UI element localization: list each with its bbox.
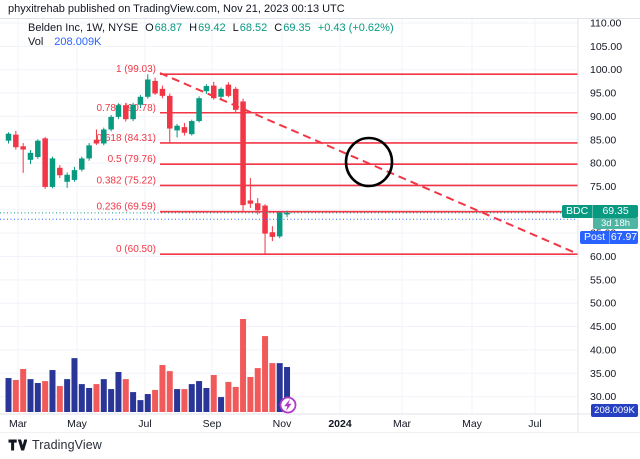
- svg-text:Nov: Nov: [273, 418, 292, 430]
- post-label: Post: [580, 231, 611, 244]
- svg-text:90.00: 90.00: [590, 111, 616, 123]
- chart-legend: Belden Inc, 1W, NYSE O68.87 H69.42 L68.5…: [28, 21, 394, 49]
- bar-countdown: 3d 18h: [593, 218, 638, 229]
- svg-text:Jul: Jul: [138, 418, 151, 430]
- svg-text:0 (60.50): 0 (60.50): [116, 244, 156, 255]
- symbol-row: Belden Inc, 1W, NYSE O68.87 H69.42 L68.5…: [28, 21, 394, 35]
- circle-drawing[interactable]: [344, 136, 394, 188]
- publish-flash-icon[interactable]: [279, 396, 297, 414]
- trendline-drawing[interactable]: [159, 72, 579, 255]
- tradingview-brand-text: TradingView: [32, 438, 102, 452]
- svg-text:0.5 (79.76): 0.5 (79.76): [108, 154, 156, 165]
- volume-series: [5, 318, 291, 412]
- volume-label[interactable]: Vol: [28, 36, 44, 48]
- svg-text:May: May: [67, 418, 88, 430]
- svg-text:0.382 (75.22): 0.382 (75.22): [97, 175, 157, 186]
- svg-text:105.00: 105.00: [590, 41, 622, 53]
- volume-axis-badge: 208.009K: [591, 404, 638, 417]
- svg-text:May: May: [462, 418, 483, 430]
- volume-value: 208.009K: [54, 36, 102, 48]
- time-axis-labels[interactable]: Mar May Jul Sep Nov 2024 Mar May Jul: [9, 418, 542, 430]
- tradingview-logo-icon: [8, 439, 27, 451]
- svg-text:0.618 (84.31): 0.618 (84.31): [97, 133, 157, 144]
- svg-text:35.00: 35.00: [590, 368, 616, 380]
- svg-text:1 (99.03): 1 (99.03): [116, 64, 156, 75]
- svg-text:Sep: Sep: [203, 418, 222, 430]
- svg-text:Mar: Mar: [393, 418, 412, 430]
- low-value: L68.52: [232, 22, 268, 34]
- svg-text:95.00: 95.00: [590, 88, 616, 100]
- svg-text:85.00: 85.00: [590, 134, 616, 146]
- svg-text:40.00: 40.00: [590, 344, 616, 356]
- attribution-text: phyxitrehab published on TradingView.com…: [8, 3, 345, 15]
- last-price-value: 69.35: [602, 205, 629, 217]
- tradingview-brand-link[interactable]: TradingView: [8, 438, 102, 452]
- svg-text:45.00: 45.00: [590, 321, 616, 333]
- gridlines: [0, 19, 578, 414]
- change-value: +0.43 (+0.62%): [317, 22, 394, 34]
- axis-borders: [0, 19, 640, 434]
- svg-text:100.00: 100.00: [590, 64, 622, 76]
- open-value: O68.87: [145, 22, 183, 34]
- publish-attribution-bar: phyxitrehab published on TradingView.com…: [0, 0, 640, 19]
- svg-text:110.00: 110.00: [590, 18, 621, 30]
- last-price-badge-main: BDC 69.35: [562, 205, 638, 218]
- svg-text:Jul: Jul: [528, 418, 541, 430]
- candlestick-series: [5, 74, 290, 254]
- close-value: C69.35: [274, 22, 311, 34]
- last-price-badge: BDC 69.35 3d 18h: [562, 205, 638, 229]
- svg-text:30.00: 30.00: [590, 391, 616, 403]
- svg-text:0.236 (69.59): 0.236 (69.59): [97, 202, 157, 213]
- post-market-badge: Post 67.97: [580, 231, 638, 244]
- svg-text:75.00: 75.00: [590, 181, 616, 193]
- volume-row: Vol 208.009K: [28, 35, 394, 49]
- ticker-label: BDC: [562, 205, 594, 218]
- svg-text:50.00: 50.00: [590, 298, 616, 310]
- svg-text:55.00: 55.00: [590, 274, 616, 286]
- svg-text:60.00: 60.00: [590, 251, 616, 263]
- high-value: H69.42: [189, 22, 226, 34]
- svg-text:80.00: 80.00: [590, 158, 616, 170]
- post-price-badge-main: Post 67.97: [580, 231, 638, 244]
- symbol-title[interactable]: Belden Inc, 1W, NYSE: [28, 22, 139, 34]
- svg-text:2024: 2024: [328, 418, 352, 430]
- footer-bar: TradingView: [0, 433, 640, 459]
- svg-text:Mar: Mar: [9, 418, 28, 430]
- post-price-value: 67.97: [610, 231, 638, 243]
